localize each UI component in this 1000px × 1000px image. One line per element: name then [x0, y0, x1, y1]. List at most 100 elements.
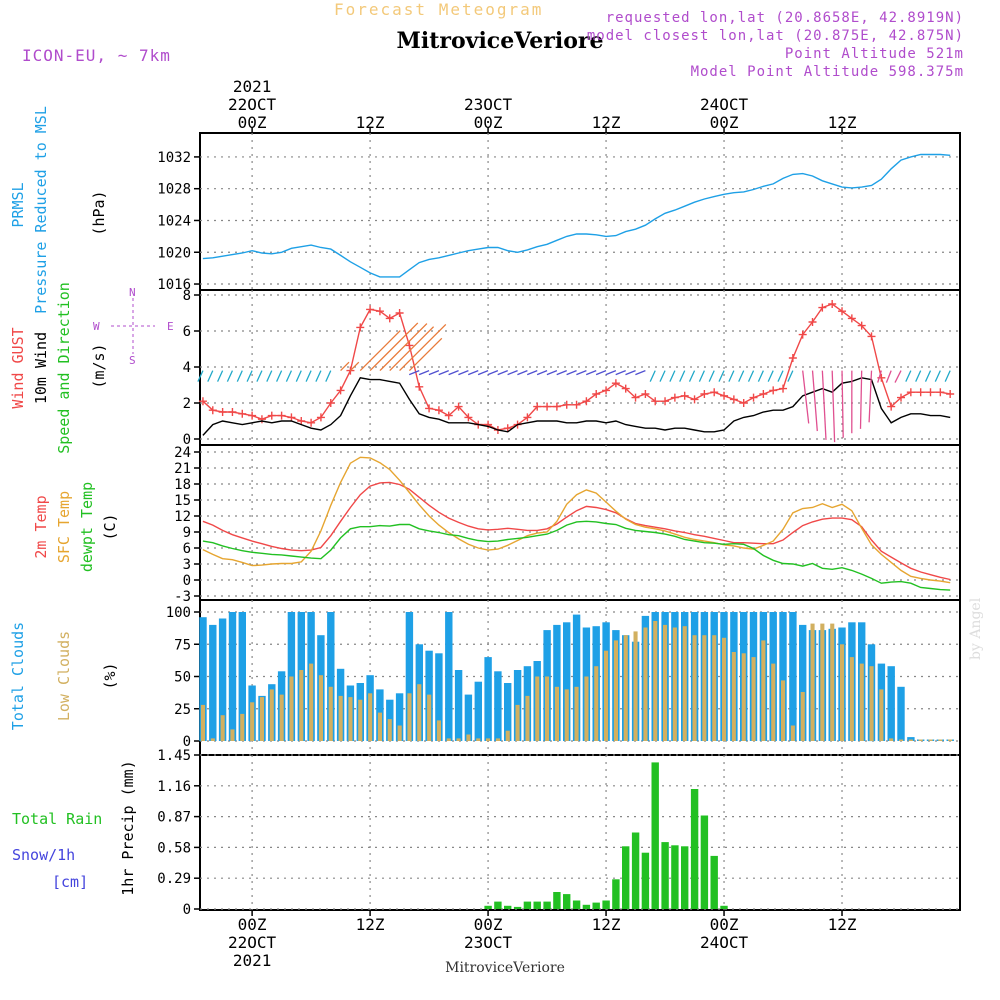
top-time-label: 12Z: [828, 113, 857, 132]
requested-coords: requested lon,lat (20.8658E, 42.8919N): [605, 10, 964, 26]
total-cloud-bar: [238, 612, 246, 741]
low-cloud-bar: [722, 637, 727, 741]
wind-arrow: [295, 370, 302, 382]
gust-marker: [611, 379, 620, 388]
low-cloud-bar: [810, 623, 815, 741]
precip-bar: [661, 842, 669, 909]
y-tick-label: 4: [183, 360, 191, 376]
wind-arrow: [349, 361, 360, 372]
low-cloud-bar: [653, 621, 658, 741]
wind-arrow: [399, 323, 447, 372]
bottom-time-label: 00Z: [474, 915, 503, 934]
low-cloud-bar: [840, 644, 845, 742]
wind-arrow: [197, 370, 204, 382]
low-cloud-bar: [928, 739, 933, 741]
total-cloud-bar: [228, 612, 237, 741]
total-cloud-bar: [779, 612, 787, 741]
gust-marker: [218, 408, 227, 416]
bottom-time-label: 24OCT: [700, 933, 749, 952]
y-tick-label: 100: [166, 605, 191, 621]
gust-marker: [670, 393, 679, 402]
panel-pressure: [194, 132, 961, 291]
wind-arrow: [787, 370, 794, 382]
wind-arrow: [669, 370, 676, 382]
wind-arrow: [944, 370, 951, 382]
gust-marker: [257, 415, 266, 424]
y-tick-label: 75: [174, 637, 191, 653]
meteogram-banner: Forecast Meteogram: [334, 0, 544, 19]
wind-arrow: [536, 369, 548, 376]
clouds-unit-label: (%): [101, 662, 119, 689]
top-time-label: 00Z: [710, 113, 739, 132]
bottom-time-label: 12Z: [828, 915, 857, 934]
gust-marker: [484, 420, 493, 429]
y-tick-label: 0.29: [157, 871, 191, 887]
gust-marker: [828, 300, 837, 308]
low-cloud-bar: [476, 738, 481, 741]
total-cloud-bar: [209, 624, 217, 741]
gust-marker: [857, 321, 866, 330]
closest-coords: model closest lon,lat (20.875E, 42.875N): [586, 28, 964, 44]
wind-arrow: [276, 370, 283, 382]
wind-arrow: [256, 370, 263, 382]
total-cloud-bar: [405, 612, 414, 741]
total-cloud-bar: [484, 657, 492, 741]
wind-arrow: [802, 370, 810, 424]
y-tick-label: 0: [183, 432, 191, 448]
gust-marker: [356, 323, 365, 332]
gust-marker: [415, 382, 424, 391]
wind-arrow: [448, 369, 459, 376]
wind-arrow: [428, 369, 440, 376]
low-cloud-bar: [387, 719, 392, 741]
gust-marker: [916, 388, 925, 397]
model-label: ICON-EU, ~ 7km: [22, 46, 171, 65]
wind-arrow: [595, 369, 607, 376]
gust-marker: [208, 406, 217, 415]
dewpt-axis-label: dewpt Temp: [78, 482, 96, 572]
wind-arrow: [859, 370, 863, 429]
wind-arrow: [408, 369, 420, 376]
top-time-label: 2021: [233, 77, 272, 96]
top-time-label: 24OCT: [700, 95, 749, 114]
sfc-temp-axis-label: SFC Temp: [55, 491, 73, 563]
y-tick-label: 1032: [157, 150, 191, 166]
wind-arrow: [728, 370, 735, 382]
precip-bar: [681, 846, 689, 909]
total-cloud-bar: [494, 671, 502, 741]
rain-legend: Total Rain: [12, 810, 102, 828]
low-cloud-bar: [948, 739, 953, 741]
wind-arrow: [625, 369, 636, 376]
wind-arrow: [915, 370, 922, 382]
panel-wind: [194, 289, 961, 446]
wind-arrow: [659, 370, 666, 382]
wind-arrow: [315, 370, 322, 382]
gust-marker: [631, 393, 640, 402]
wind-arrow: [718, 370, 725, 382]
gust-marker: [621, 384, 630, 393]
low-cloud-bar: [358, 699, 363, 741]
precip-bar: [622, 846, 630, 909]
model-altitude: Model Point Altitude 598.375m: [690, 64, 964, 80]
precip-bar: [533, 901, 541, 909]
low-cloud-bar: [368, 693, 373, 741]
low-cloud-bar: [830, 623, 835, 741]
precip-bar: [523, 901, 532, 909]
gust-marker: [405, 341, 414, 350]
precip-bar: [563, 894, 571, 909]
low-cloud-bar: [663, 624, 668, 741]
y-tick-label: 6: [183, 541, 191, 557]
total-cloud-bar: [435, 653, 443, 741]
wind-arrow: [924, 370, 932, 382]
gust-marker: [680, 391, 689, 400]
gust-marker: [395, 309, 404, 317]
low-cloud-bar: [230, 729, 235, 741]
gust-marker: [552, 402, 561, 411]
precip-bar: [592, 902, 600, 909]
y-tick-label: 50: [174, 670, 191, 686]
low-cloud-bar: [869, 666, 874, 741]
gust-marker: [641, 390, 650, 398]
wind-arrow: [438, 369, 449, 376]
gust-marker: [425, 404, 434, 413]
precip-bar: [494, 901, 502, 909]
